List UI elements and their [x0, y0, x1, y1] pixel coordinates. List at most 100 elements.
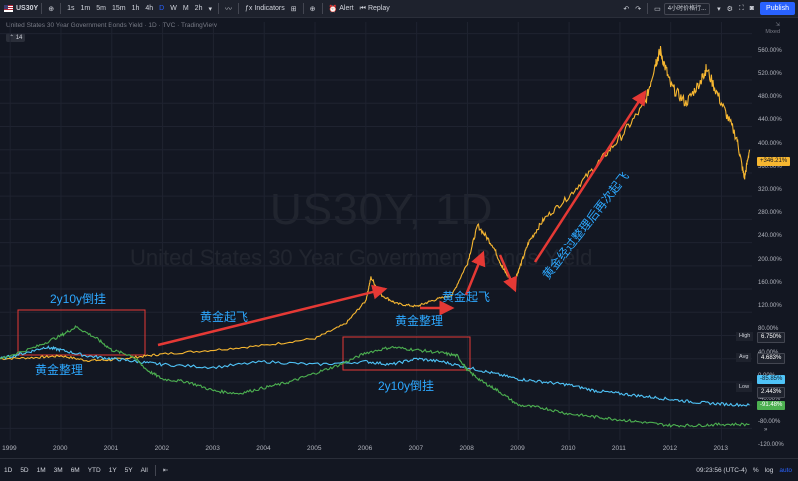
y-tick-label: 440.00%	[758, 117, 782, 124]
camera-icon[interactable]: ◙	[749, 5, 755, 12]
x-tick-label: 2009	[510, 445, 525, 452]
symbol-selector[interactable]: US30Y	[0, 5, 38, 12]
y-tick-label: 40.00%	[758, 350, 778, 356]
range-all[interactable]: All	[140, 466, 148, 474]
study-count-badge[interactable]: ⌃ 14	[6, 33, 26, 42]
range-1d[interactable]: 1D	[4, 466, 13, 474]
interval-15m[interactable]: 15m	[111, 5, 126, 12]
annotation-inverted-1: 2y10y倒挂	[50, 292, 107, 306]
symbol-watermark: US30Y, 1D	[270, 185, 494, 234]
layout-icon[interactable]: ▭	[654, 5, 661, 13]
arrow-takeoff-1	[157, 284, 388, 347]
series-line-1	[0, 345, 750, 408]
high-value: 6.750%	[757, 332, 786, 343]
top-toolbar: US30Y ⊕ 1s 1m 5m 15m 1h 4h D W M 2h ▾ 〰 …	[0, 0, 798, 18]
price-chart[interactable]	[0, 18, 798, 458]
symbol-label: US30Y	[16, 5, 39, 12]
indicators-icon: ƒx	[244, 5, 253, 12]
undo-icon[interactable]: ↶	[623, 5, 630, 13]
compare-plus-icon[interactable]: ⊕	[48, 5, 55, 13]
chevron-up-icon: ⌃	[9, 35, 16, 41]
y-tick-label: 240.00%	[758, 233, 782, 240]
x-tick-label: 2007	[408, 445, 424, 452]
interval-m[interactable]: M	[182, 5, 189, 12]
clock-time[interactable]: 09:23:56 (UTC-4)	[696, 466, 747, 474]
x-tick-label: 2013	[713, 445, 728, 452]
x-tick-label: 2001	[103, 445, 119, 452]
interval-1h[interactable]: 1h	[131, 5, 140, 12]
chart-style-icon[interactable]: 〰	[224, 5, 232, 13]
interval-1m[interactable]: 1m	[80, 5, 91, 12]
y-tick-label: 280.00%	[758, 210, 782, 217]
range-1m[interactable]: 1M	[36, 466, 46, 474]
layout-selector[interactable]: 4小时价格行...	[663, 2, 711, 15]
x-tick-label: 2010	[561, 445, 576, 452]
annotation-takeoff-2: 黄金起飞	[442, 290, 491, 304]
avg-label: Avg	[736, 353, 752, 362]
range-5d[interactable]: 5D	[20, 466, 29, 474]
y-tick-label: -40.00%	[758, 395, 781, 402]
range-5y[interactable]: 5Y	[124, 466, 133, 474]
bottom-toolbar: 1D 5D 1M 3M 6M YTD 1Y 5Y All ⇤ 09:23:56 …	[0, 458, 798, 481]
templates-icon[interactable]: ⊞	[290, 5, 297, 13]
goto-date-icon[interactable]: ⇤	[162, 467, 169, 474]
layout-dropdown-icon[interactable]: ▾	[717, 5, 721, 13]
blue-price-tag: -85.85%	[757, 375, 786, 384]
interval-dropdown-icon[interactable]: ▾	[208, 5, 212, 13]
redo-icon[interactable]: ↷	[635, 5, 642, 13]
annotation-arrows	[157, 89, 647, 347]
scroll-to-end-icon[interactable]: »	[764, 427, 768, 433]
add-alert-icon[interactable]: ⊕	[309, 5, 316, 13]
y-tick-label: 560.00%	[758, 47, 782, 54]
x-tick-label: 2002	[154, 445, 170, 452]
range-6m[interactable]: 6M	[70, 466, 80, 474]
publish-button[interactable]: Publish	[760, 2, 795, 15]
y-tick-label: 320.00%	[758, 186, 782, 193]
arrow-takeoff-2	[464, 250, 486, 296]
low-value: 2.443%	[757, 387, 786, 398]
series-line-0	[0, 45, 751, 362]
avg-value: 4.683%	[757, 353, 786, 364]
percent-toggle[interactable]: %	[752, 466, 759, 474]
x-tick-label: 2000	[52, 445, 68, 452]
low-label: Low	[736, 383, 753, 392]
replay-icon: ⏮	[359, 4, 366, 12]
x-tick-label: 2005	[307, 445, 322, 452]
interval-1s[interactable]: 1s	[67, 5, 75, 12]
y-tick-label: 400.00%	[758, 140, 782, 147]
x-tick-label: 2004	[256, 445, 271, 452]
series-lines	[0, 45, 751, 428]
settings-gear-icon[interactable]: ⚙	[726, 5, 733, 13]
yellow-price-tag: +346.21%	[757, 157, 791, 166]
green-price-tag: -91.48%	[757, 401, 786, 410]
fullscreen-icon[interactable]: ⛶	[738, 4, 744, 12]
x-tick-label: 2003	[205, 445, 220, 452]
y-tick-label: 360.00%	[758, 163, 782, 170]
arrow-dip	[498, 254, 517, 293]
annotation-inverted-2: 2y10y倒挂	[378, 379, 435, 393]
interval-d[interactable]: D	[159, 5, 165, 12]
series-line-2	[0, 325, 750, 428]
interval-2h[interactable]: 2h	[194, 5, 203, 12]
range-3m[interactable]: 3M	[53, 466, 63, 474]
alarm-clock-icon: ⏰	[328, 5, 338, 13]
log-toggle[interactable]: log	[764, 466, 774, 474]
y-tick-label: 80.00%	[758, 326, 779, 333]
annotation-consolidation-2: 黄金整理	[395, 314, 444, 328]
x-tick-label: 2008	[459, 445, 474, 452]
y-tick-label: -120.00%	[758, 442, 784, 449]
replay-button[interactable]: ⏮ Replay	[359, 4, 390, 13]
y-tick-label: 120.00%	[758, 303, 782, 310]
range-ytd[interactable]: YTD	[87, 466, 101, 474]
indicators-button[interactable]: ƒx Indicators	[244, 5, 285, 12]
alert-button[interactable]: ⏰ Alert	[328, 5, 354, 13]
x-tick-label: 2011	[611, 445, 626, 452]
scale-icon: ⇲	[775, 22, 780, 28]
interval-4h[interactable]: 4h	[145, 5, 154, 12]
annotation-takeoff-1: 黄金起飞	[200, 310, 249, 324]
auto-toggle[interactable]: auto	[779, 466, 792, 474]
interval-w[interactable]: W	[170, 5, 177, 12]
range-1y[interactable]: 1Y	[108, 466, 117, 474]
scale-mode-label[interactable]: ⇲ Mixed	[765, 22, 780, 35]
interval-5m[interactable]: 5m	[96, 5, 106, 12]
